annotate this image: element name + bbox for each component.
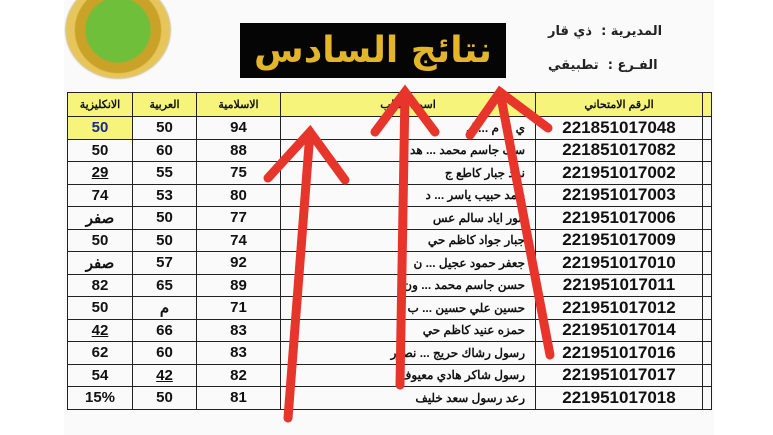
table-row: 50 60 88 سف جاسم محمد ... هد 221851017082 [67, 138, 712, 162]
student-name: حمزه عنيد كاظم حي [280, 318, 536, 342]
islamic-score: 80 [196, 183, 281, 207]
branch-value: تطبيقي [548, 58, 599, 73]
arabic-score: 53 [132, 183, 197, 207]
student-name: حمد حبيب ياسر ... د [280, 183, 536, 207]
directorate-label: المديرية : [601, 24, 663, 39]
student-name: جعفر حمود عجيل ... ن [280, 251, 536, 275]
student-name: رعد رسول سعد خليف [280, 386, 536, 410]
exam-number: 221951017009 [535, 228, 703, 252]
islamic-score: 83 [196, 341, 281, 365]
extra-cell [702, 206, 712, 230]
exam-number: 221951017002 [535, 161, 703, 185]
table-row: 15% 50 81 رعد رسول سعد خليف 221951017018 [67, 386, 712, 410]
islamic-score: 94 [196, 116, 281, 140]
arabic-score: 50 [132, 386, 197, 410]
table-row: صفر 57 92 جعفر حمود عجيل ... ن 221951017010 [67, 251, 712, 275]
arabic-score: 57 [132, 251, 197, 275]
arrow-2 [370, 84, 440, 390]
branch-label: الفـرع : [607, 58, 658, 73]
english-score: 62 [67, 341, 133, 365]
arabic-score: 60 [132, 138, 197, 162]
arabic-score: 50 [132, 206, 197, 230]
col-extra [702, 92, 712, 117]
english-score: 74 [67, 183, 133, 207]
extra-cell [702, 138, 712, 162]
exam-number: 221851017048 [535, 116, 703, 140]
extra-cell [702, 228, 712, 252]
islamic-score: 75 [196, 161, 281, 185]
results-table: الانكليزية العربية الاسلامية اسم الطالب … [67, 92, 712, 410]
arabic-score: 60 [132, 341, 197, 365]
exam-number: 221951017012 [535, 296, 703, 320]
arrow-3 [465, 85, 555, 360]
arrow-1 [263, 124, 350, 423]
branch-line: الفـرع : تطبيقي [548, 58, 658, 73]
table-row: 54 42 82 رسول شاكر هادي معيوف 221951017017 [67, 363, 712, 387]
islamic-score: 88 [196, 138, 281, 162]
extra-cell [702, 116, 712, 140]
extra-cell [702, 386, 712, 410]
ministry-logo [66, 0, 170, 78]
exam-number: 221951017006 [535, 206, 703, 230]
english-score: 29 [67, 161, 133, 185]
col-english: الانكليزية [67, 92, 133, 117]
directorate-line: المديرية : ذي قار [548, 24, 662, 39]
exam-number: 221951017010 [535, 251, 703, 275]
extra-cell [702, 161, 712, 185]
english-score: صفر [67, 206, 133, 230]
directorate-value: ذي قار [548, 24, 592, 39]
page-title: نتائج السادس [254, 30, 492, 71]
islamic-score: 77 [196, 206, 281, 230]
exam-number: 221951017011 [535, 273, 703, 297]
student-name: انور اياد سالم عس [280, 206, 536, 230]
table-row: 74 53 80 حمد حبيب ياسر ... د 221951017003 [67, 183, 712, 207]
islamic-score: 74 [196, 228, 281, 252]
col-arabic: العربية [132, 92, 197, 117]
english-score: صفر [67, 251, 133, 275]
extra-cell [702, 183, 712, 207]
student-name: جبار جواد كاظم حي [280, 228, 536, 252]
exam-number: 221851017082 [535, 138, 703, 162]
col-exam-number: الرقم الامتحاني [535, 92, 703, 117]
english-score: 15% [67, 386, 133, 410]
english-score: 50 [67, 138, 133, 162]
col-islamic: الاسلامية [196, 92, 281, 117]
table-row: صفر 50 77 انور اياد سالم عس 221951017006 [67, 206, 712, 230]
table-row: 50 50 74 جبار جواد كاظم حي 221951017009 [67, 228, 712, 252]
english-score: 50 [67, 116, 133, 140]
english-score: 42 [67, 318, 133, 342]
english-score: 50 [67, 228, 133, 252]
exam-number: 221951017018 [535, 386, 703, 410]
title-banner: نتائج السادس [240, 23, 506, 78]
